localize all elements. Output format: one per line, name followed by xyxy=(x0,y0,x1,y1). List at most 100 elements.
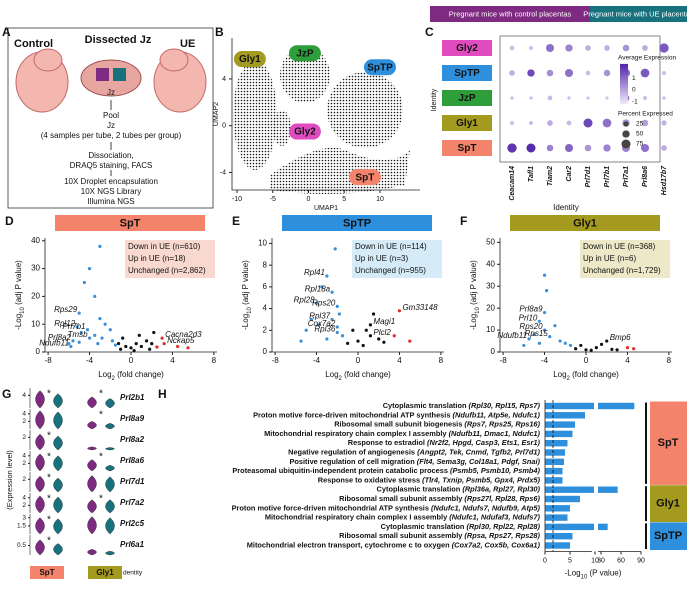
y-tick-label: 6 xyxy=(263,282,268,291)
term: Cytoplasmic translation (Rpl36a, Rpl27, … xyxy=(377,485,541,494)
label: Jz xyxy=(107,88,115,97)
label: Dissected Jz xyxy=(85,34,152,46)
violin xyxy=(35,390,45,409)
point xyxy=(574,347,578,351)
dot xyxy=(604,45,610,51)
dot xyxy=(661,145,667,151)
term: Mitochondrial respiratory chain complex … xyxy=(265,513,541,522)
term-genes: (Angpt2, Tek, Cnmd, Tgfb2, Prl7d1) xyxy=(417,447,540,456)
point xyxy=(103,322,107,326)
group-label: SpTP xyxy=(654,530,682,542)
cluster-tag xyxy=(233,51,266,68)
y-tick-label: 3 xyxy=(22,514,26,521)
x-label-part: -Log xyxy=(565,569,581,578)
term-genes: (Nr2f2, Hpgd, Casp3, Ets1, Esr1) xyxy=(427,438,540,447)
point xyxy=(361,343,365,348)
point xyxy=(584,348,588,352)
step: Illumina NGS xyxy=(87,197,134,206)
point xyxy=(137,333,141,337)
x-tick-label: -8 xyxy=(45,356,53,365)
term-name: Cytoplasmic translation xyxy=(377,485,461,494)
legend-swatch xyxy=(590,6,687,22)
legend-title: Average Expression xyxy=(618,55,676,62)
point xyxy=(134,342,138,346)
gene-label: Tiam2 xyxy=(547,166,554,186)
y-label-part: -Log xyxy=(241,314,250,330)
step: 10X Droplet encapsulation xyxy=(64,177,158,186)
point xyxy=(605,339,609,343)
violin xyxy=(87,446,97,451)
color-step xyxy=(620,65,628,69)
color-step xyxy=(620,91,628,95)
bar xyxy=(545,542,570,549)
term-genes: (Rpsa, Rps27, Rps28) xyxy=(464,531,540,540)
bar xyxy=(545,421,575,428)
point xyxy=(330,290,334,294)
dot xyxy=(510,96,514,100)
gene-label: Rps20 xyxy=(312,299,336,308)
violin xyxy=(53,543,63,556)
dot xyxy=(527,69,535,77)
term: Ribosomal small subunit assembly (Rps27l… xyxy=(339,494,540,503)
identity-label: JzP xyxy=(458,93,476,104)
x-label: Log2 (fold change) xyxy=(325,370,391,381)
dot xyxy=(566,120,572,126)
point xyxy=(98,244,102,248)
point xyxy=(599,342,604,346)
point xyxy=(148,347,152,351)
cluster-label: SpT xyxy=(356,172,375,183)
dot xyxy=(526,143,536,153)
dot xyxy=(622,44,630,52)
jz-ue xyxy=(113,68,126,81)
dot xyxy=(586,96,590,100)
term-genes: (Rps7, Rps25, Rps16) xyxy=(464,420,540,429)
point xyxy=(368,334,373,338)
point xyxy=(132,349,136,353)
point xyxy=(110,339,114,343)
term-genes: (Rps27l, Rpl28, Rps6) xyxy=(464,494,540,503)
star: * xyxy=(47,536,51,547)
violin xyxy=(53,411,63,430)
size-tick: 75 xyxy=(636,141,644,148)
point xyxy=(304,328,308,332)
dot xyxy=(547,95,553,101)
gene-label: Prl7d1 xyxy=(585,166,592,188)
point xyxy=(392,334,396,338)
x-label-part: 2 xyxy=(112,376,116,382)
bar xyxy=(545,449,565,456)
size-key xyxy=(623,121,629,127)
legend-text: Unchanged (n=1,729) xyxy=(583,266,661,275)
x-tick-label: -4 xyxy=(86,356,94,365)
point xyxy=(160,336,164,340)
x-tick-label: 4 xyxy=(397,356,402,365)
y-label: Identity xyxy=(431,88,438,111)
x-tick-label: -4 xyxy=(313,356,321,365)
violin xyxy=(105,476,115,493)
y-tick-label: 4 xyxy=(263,304,268,313)
x-tick-label: -5 xyxy=(270,196,276,203)
title: Gly1 xyxy=(573,217,597,229)
term-genes: (Ndufc1, Ndufaf3, Ndufs7) xyxy=(449,513,540,522)
cluster-label: SpTP xyxy=(367,62,393,73)
panel-a-frame xyxy=(7,27,214,209)
gene-label: Prl2c5 xyxy=(120,519,145,528)
gene-label: Prl8a6 xyxy=(642,166,649,187)
gene-label: Prl8a9 xyxy=(120,414,145,423)
color-step xyxy=(620,87,628,91)
point xyxy=(364,328,368,332)
x-label-part: Log xyxy=(553,370,566,379)
y-tick-label: 4 xyxy=(222,76,226,83)
gene-label: Nckap5 xyxy=(167,336,195,345)
term: Response to oxidative stress (Tlr4, Txni… xyxy=(318,475,541,484)
term-genes: (Psmb5, Psmb10, Psmb4) xyxy=(450,466,540,475)
step: 10X NGS Library xyxy=(81,187,141,196)
violin xyxy=(87,475,97,493)
star: * xyxy=(99,494,103,505)
x-tick-label: -10 xyxy=(232,196,242,203)
legend-box xyxy=(125,240,215,278)
bar xyxy=(545,458,564,465)
point xyxy=(625,346,630,350)
gene-label: Prl8a2 xyxy=(120,435,145,444)
dot xyxy=(546,69,554,77)
gene-label: Tafl1 xyxy=(528,166,535,182)
